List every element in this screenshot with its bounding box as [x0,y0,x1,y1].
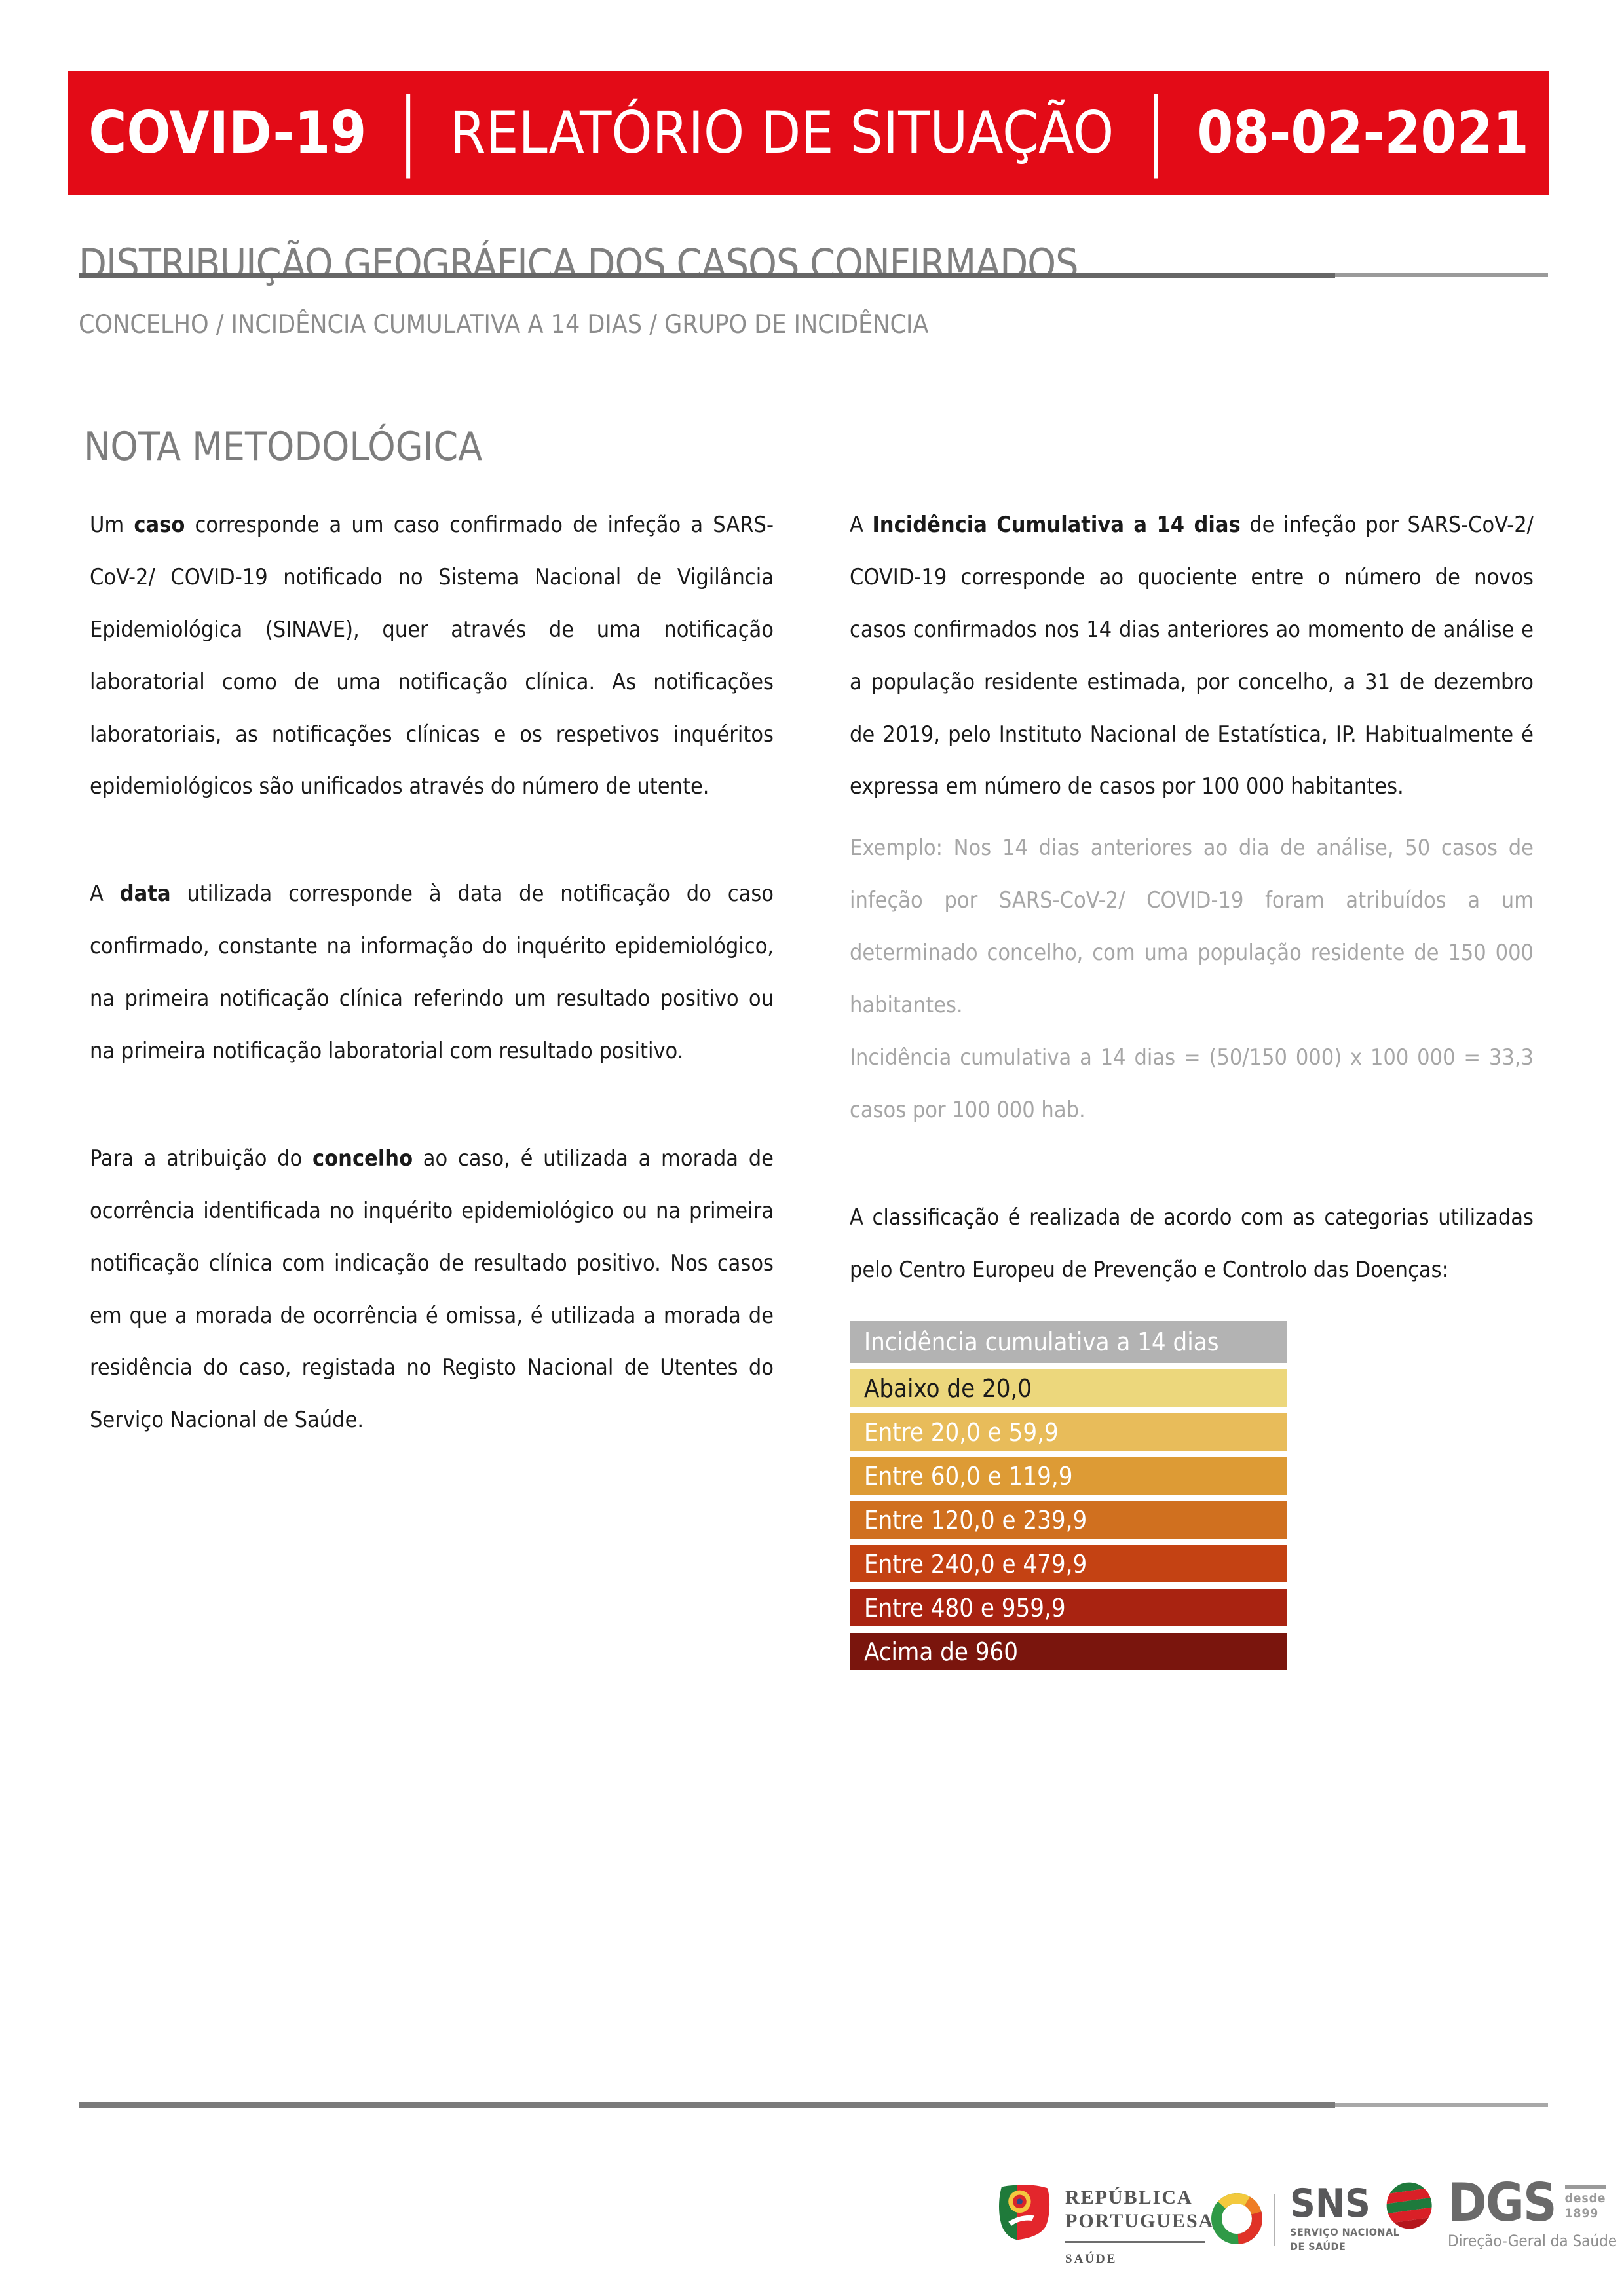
text-segment: de infeção por SARS-CoV-2/ COVID-19 corr… [850,512,1534,800]
republica-line1: REPÚBLICA [1065,2187,1193,2208]
dgs-acronym: DGS [1448,2172,1557,2233]
title-underline [79,273,1548,278]
right-column-paragraphs: A Incidência Cumulativa a 14 dias de inf… [850,499,1534,1296]
sns-circle-icon [1211,2192,1263,2248]
republica-portuguesa-logo: REPÚBLICA PORTUGUESA SAÚDE [997,2182,1214,2267]
sns-subtitle-line1: SERVIÇO NACIONAL [1290,2226,1400,2238]
dgs-since-year: 1899 [1564,2206,1599,2221]
text-segment: corresponde a um caso confirmado de infe… [90,512,774,800]
legend-category-row: Entre 120,0 e 239,9 [850,1501,1287,1539]
banner-report-title: RELATÓRIO DE SITUAÇÃO [449,99,1114,166]
banner-product: COVID-19 [88,99,367,166]
republica-sector: SAÚDE [1065,2252,1118,2266]
right-column: A Incidência Cumulativa a 14 dias de inf… [850,499,1534,1677]
text-segment: A [850,512,873,538]
bold-term: data [119,881,171,908]
sns-acronym: SNS [1290,2181,1370,2227]
text-segment: A classificação é realizada de acordo co… [850,1204,1534,1283]
page-subtitle: CONCELHO / INCIDÊNCIA CUMULATIVA A 14 DI… [79,310,929,340]
legend-category-row: Entre 20,0 e 59,9 [850,1413,1287,1451]
text-segment: ao caso, é utilizada a morada de ocorrên… [90,1145,774,1434]
paragraph: A classificação é realizada de acordo co… [850,1192,1534,1297]
legend-header-row: Incidência cumulativa a 14 dias [850,1321,1287,1364]
legend-category-row: Abaixo de 20,0 [850,1369,1287,1407]
dgs-logo: DGS desde 1899 Direção-Geral da Saúde [1384,2172,1617,2250]
text-segment: A [90,881,120,908]
republica-line2: PORTUGUESA [1065,2210,1215,2232]
sns-logo: SNS SERVIÇO NACIONAL DE SAÚDE [1211,2181,1400,2255]
legend-category-row: Acima de 960 [850,1633,1287,1671]
left-column: Um caso corresponde a um caso confirmado… [90,499,774,1677]
portugal-flag-icon [997,2182,1053,2246]
paragraph: A Incidência Cumulativa a 14 dias de inf… [850,499,1534,813]
paragraph: Incidência cumulativa a 14 dias = (50/15… [850,1032,1534,1137]
paragraph: Um caso corresponde a um caso confirmado… [90,499,774,813]
text-segment: Para a atribuição do [90,1145,313,1172]
body-columns: Um caso corresponde a um caso confirmado… [90,499,1534,1677]
paragraph: Para a atribuição do concelho ao caso, é… [90,1133,774,1447]
bold-term: concelho [312,1145,413,1172]
footer-divider [79,2102,1548,2108]
sns-divider [1274,2194,1275,2246]
banner-separator: | [1141,81,1170,179]
bold-term: caso [134,512,185,538]
dgs-since-word: desde [1564,2191,1606,2206]
footer-divider-dark [79,2102,1335,2108]
dgs-full-name: Direção-Geral da Saúde [1448,2232,1617,2250]
bold-term: Incidência Cumulativa a 14 dias [872,512,1241,538]
dgs-sphere-icon [1384,2179,1437,2233]
legend-category-row: Entre 60,0 e 119,9 [850,1457,1287,1495]
title-underline-dark [79,273,1335,278]
footer-divider-light [1335,2103,1548,2107]
text-segment: utilizada corresponde à data de notifica… [90,881,774,1065]
paragraph: A data utilizada corresponde à data de n… [90,868,774,1078]
title-underline-light [1335,273,1548,277]
text-segment: Um [90,512,134,538]
banner-separator: | [394,81,423,179]
paragraph: Exemplo: Nos 14 dias anteriores ao dia d… [850,822,1534,1032]
section-heading: NOTA METODOLÓGICA [84,424,483,470]
text-segment: Exemplo: Nos 14 dias anteriores ao dia d… [850,835,1534,1019]
text-segment: Incidência cumulativa a 14 dias = (50/15… [850,1044,1534,1123]
republica-rule [1065,2241,1205,2243]
dgs-since-badge: desde 1899 [1564,2185,1606,2221]
banner-date: 08-02-2021 [1197,99,1529,166]
report-banner: COVID-19 | RELATÓRIO DE SITUAÇÃO | 08-02… [68,71,1549,195]
legend-table: Incidência cumulativa a 14 dias Abaixo de… [850,1321,1287,1671]
legend-category-row: Entre 240,0 e 479,9 [850,1545,1287,1583]
legend-category-row: Entre 480 e 959,9 [850,1589,1287,1627]
sns-subtitle-line2: DE SAÚDE [1290,2240,1346,2253]
